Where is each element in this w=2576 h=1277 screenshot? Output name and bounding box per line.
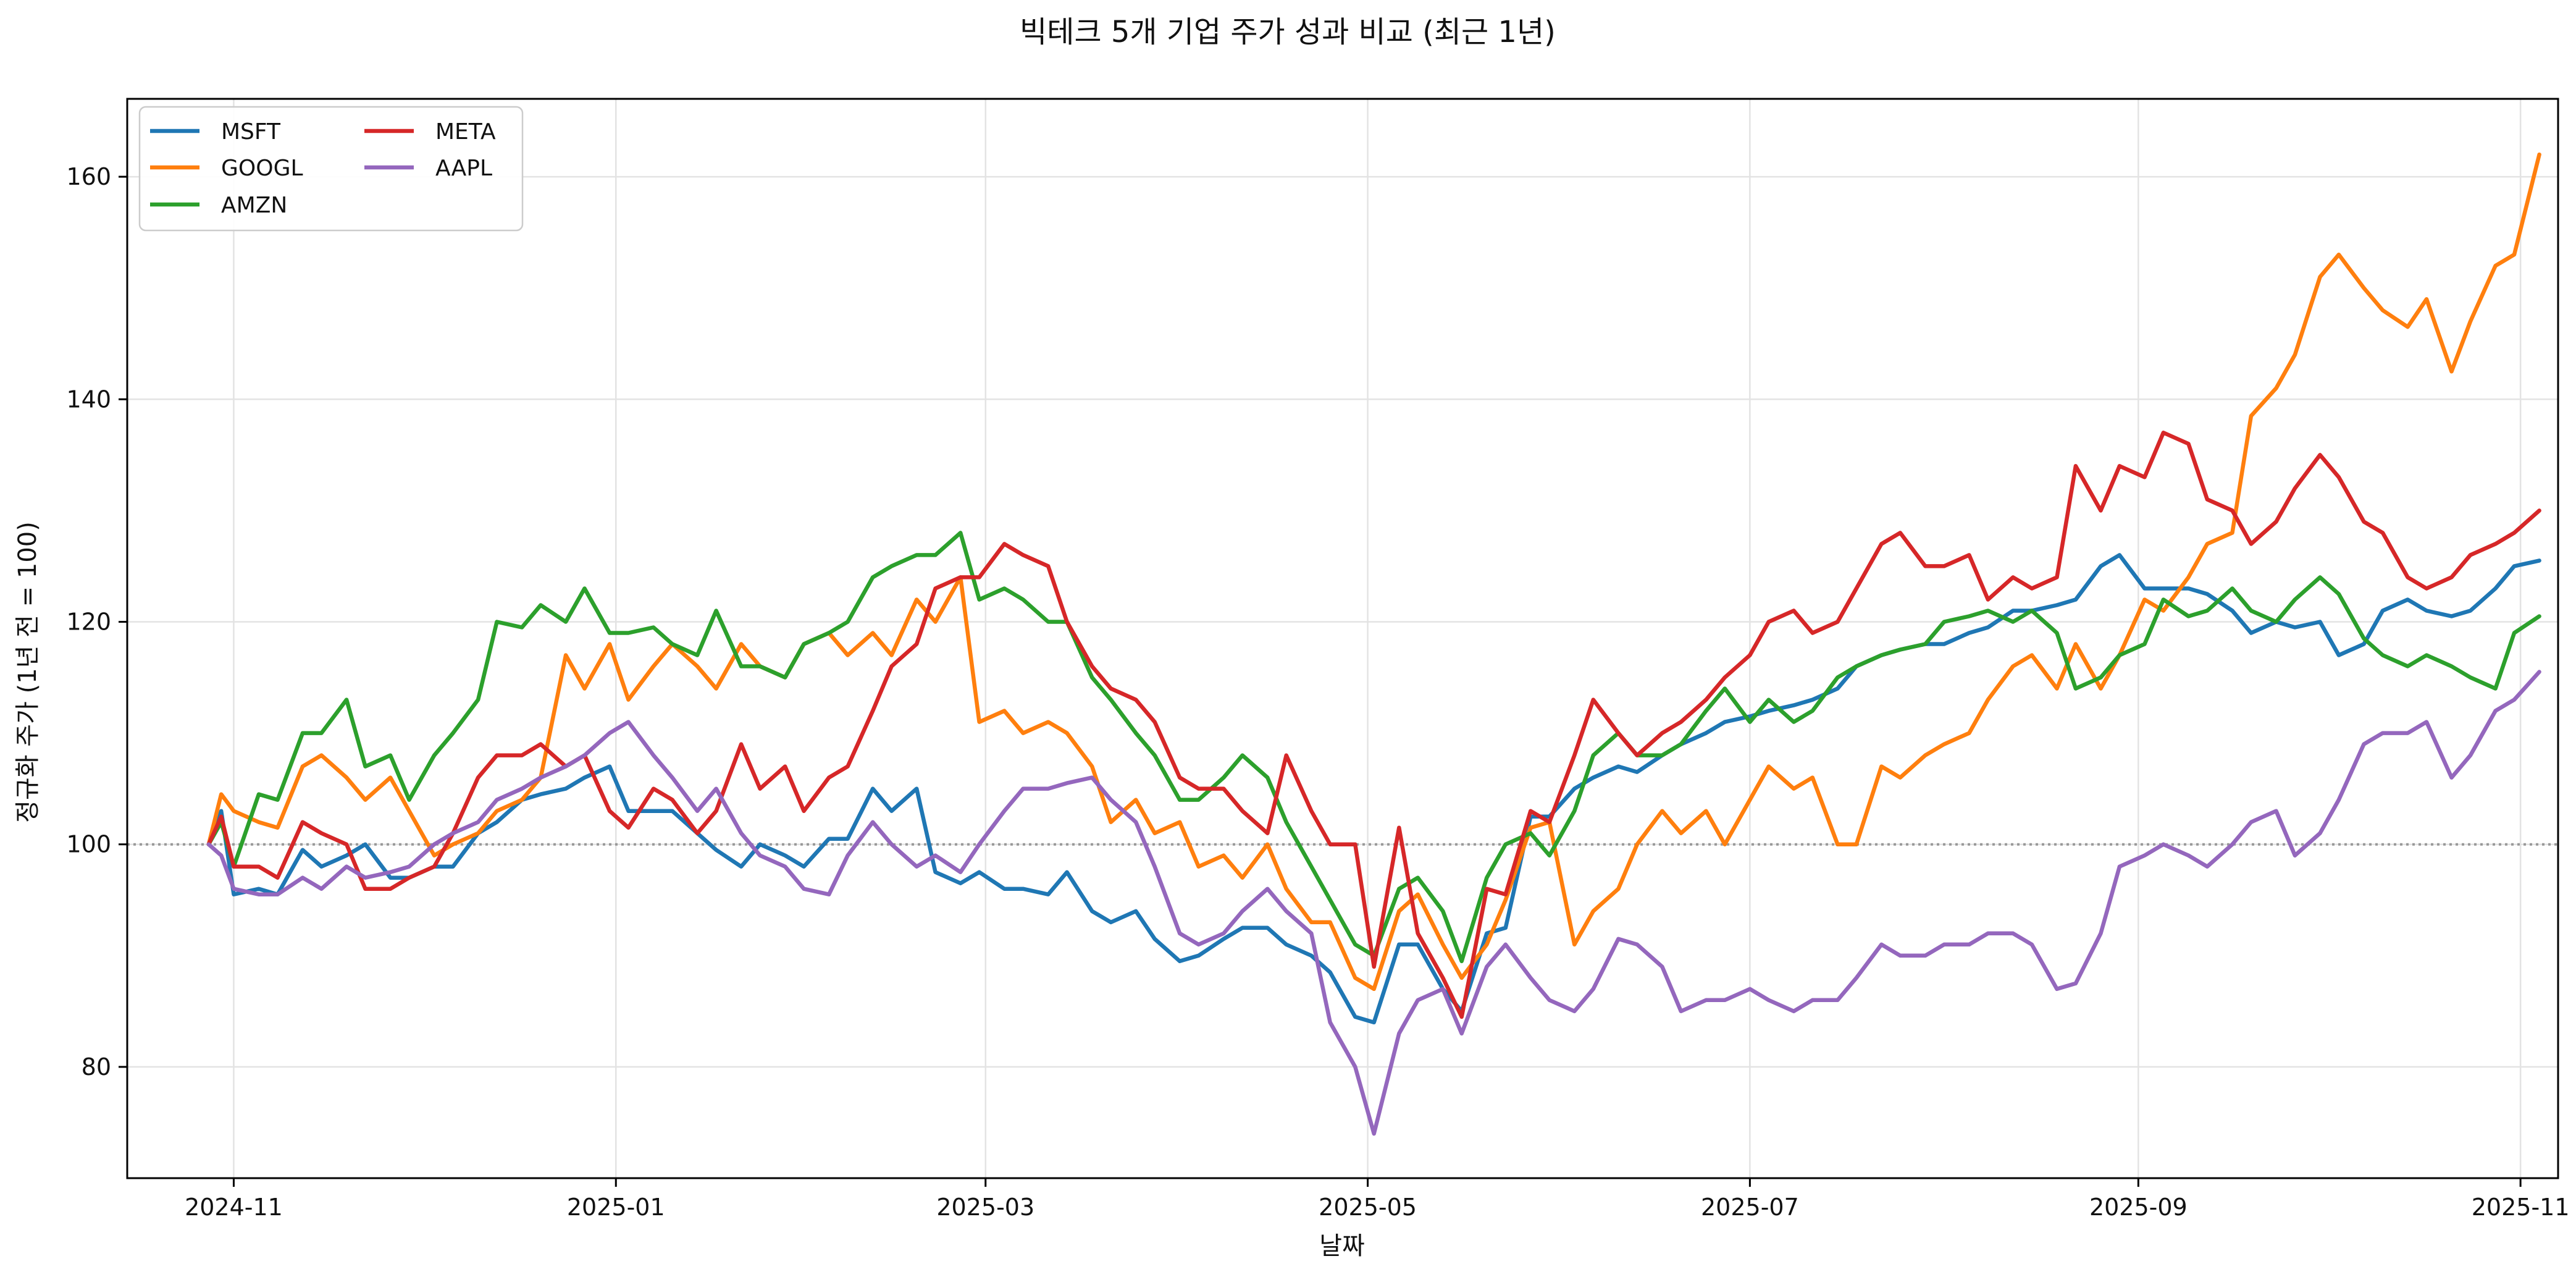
legend: MSFT GOOGL AMZN META AAPL: [138, 106, 524, 232]
series-line-googl: [206, 152, 2541, 992]
legend-box: [138, 106, 524, 232]
series-line-msft: [206, 553, 2541, 1025]
y-tick-label: 100: [66, 831, 111, 858]
legend-label-aapl: AAPL: [435, 156, 492, 181]
series-line-aapl: [206, 670, 2541, 1136]
legend-label-msft: MSFT: [221, 119, 281, 145]
x-tick-label: 2025-11: [2472, 1194, 2570, 1221]
x-tick-label: 2025-05: [1319, 1194, 1417, 1221]
x-tick-label: 2025-01: [567, 1194, 665, 1221]
x-tick-label: 2025-03: [936, 1194, 1034, 1221]
x-tick-label: 2024-11: [185, 1194, 283, 1221]
y-axis-label: 정규화 주가 (1년 전 = 100): [14, 521, 42, 823]
y-axis-ticks: 80 100 120 140 160: [66, 163, 127, 1081]
y-tick-label: 120: [66, 608, 111, 635]
chart-title: 빅테크 5개 기업 주가 성과 비교 (최근 1년): [1020, 15, 1556, 49]
x-axis-label: 날짜: [1319, 1232, 1365, 1260]
x-tick-label: 2025-09: [2089, 1194, 2188, 1221]
plot-frame: [126, 98, 2559, 1179]
legend-label-amzn: AMZN: [221, 193, 287, 218]
x-axis-ticks: 2024-11 2025-01 2025-03 2025-05 2025-07 2025-…: [185, 1178, 2570, 1221]
y-tick-label: 160: [66, 163, 111, 190]
legend-label-meta: META: [435, 119, 496, 145]
series-line-amzn: [206, 531, 2541, 964]
y-tick-label: 140: [66, 386, 111, 413]
legend-label-googl: GOOGL: [221, 156, 303, 181]
y-tick-label: 80: [82, 1053, 111, 1081]
series-lines: [206, 152, 2541, 1136]
x-tick-label: 2025-07: [1701, 1194, 1799, 1221]
